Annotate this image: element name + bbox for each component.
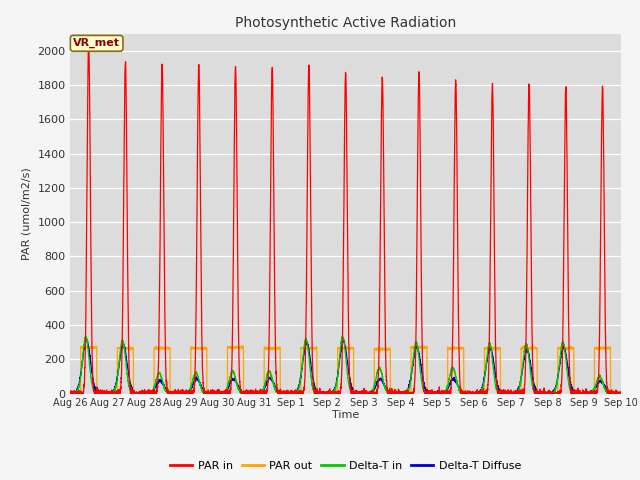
Line: Delta-T Diffuse: Delta-T Diffuse (70, 339, 621, 394)
Delta-T Diffuse (616, 391, 624, 396)
PAR out (616, 391, 624, 396)
PAR out (438, 390, 446, 396)
X-axis label: Time: Time (332, 410, 359, 420)
PAR in (325, 391, 333, 396)
PAR out (67, 391, 74, 396)
Title: Photosynthetic Active Radiation: Photosynthetic Active Radiation (235, 16, 456, 30)
Delta-T Diffuse (166, 390, 173, 396)
Line: PAR in: PAR in (70, 42, 621, 394)
PAR in (67, 391, 74, 396)
PAR out (166, 345, 173, 350)
PAR in (469, 391, 477, 396)
Line: Delta-T in: Delta-T in (70, 336, 621, 394)
Text: VR_met: VR_met (73, 38, 120, 48)
Delta-T Diffuse (469, 390, 477, 396)
PAR out (325, 389, 333, 395)
PAR out (500, 390, 508, 396)
Delta-T in (500, 391, 508, 396)
Delta-T Diffuse (67, 390, 74, 396)
Delta-T Diffuse (83, 336, 91, 342)
PAR out (239, 343, 246, 349)
Delta-T Diffuse (617, 391, 625, 396)
PAR out (469, 391, 477, 396)
PAR in (500, 391, 508, 396)
Y-axis label: PAR (umol/m2/s): PAR (umol/m2/s) (22, 167, 32, 260)
Delta-T Diffuse (67, 391, 74, 396)
Delta-T in (67, 390, 74, 396)
Delta-T Diffuse (325, 390, 333, 396)
Delta-T in (439, 391, 447, 396)
PAR out (617, 391, 625, 396)
PAR in (616, 389, 624, 395)
PAR in (166, 391, 173, 396)
PAR in (439, 389, 447, 395)
Legend: PAR in, PAR out, Delta-T in, Delta-T Diffuse: PAR in, PAR out, Delta-T in, Delta-T Dif… (165, 457, 526, 476)
PAR in (85, 39, 93, 45)
Line: PAR out: PAR out (70, 346, 621, 394)
Delta-T in (469, 391, 477, 396)
Delta-T in (325, 390, 333, 396)
Delta-T in (67, 391, 74, 396)
Delta-T in (616, 391, 624, 396)
PAR in (617, 391, 625, 396)
PAR in (67, 390, 74, 396)
Delta-T in (166, 390, 173, 396)
Delta-T in (617, 391, 625, 396)
Delta-T Diffuse (439, 391, 447, 396)
Delta-T Diffuse (500, 390, 508, 396)
Delta-T in (339, 333, 346, 339)
